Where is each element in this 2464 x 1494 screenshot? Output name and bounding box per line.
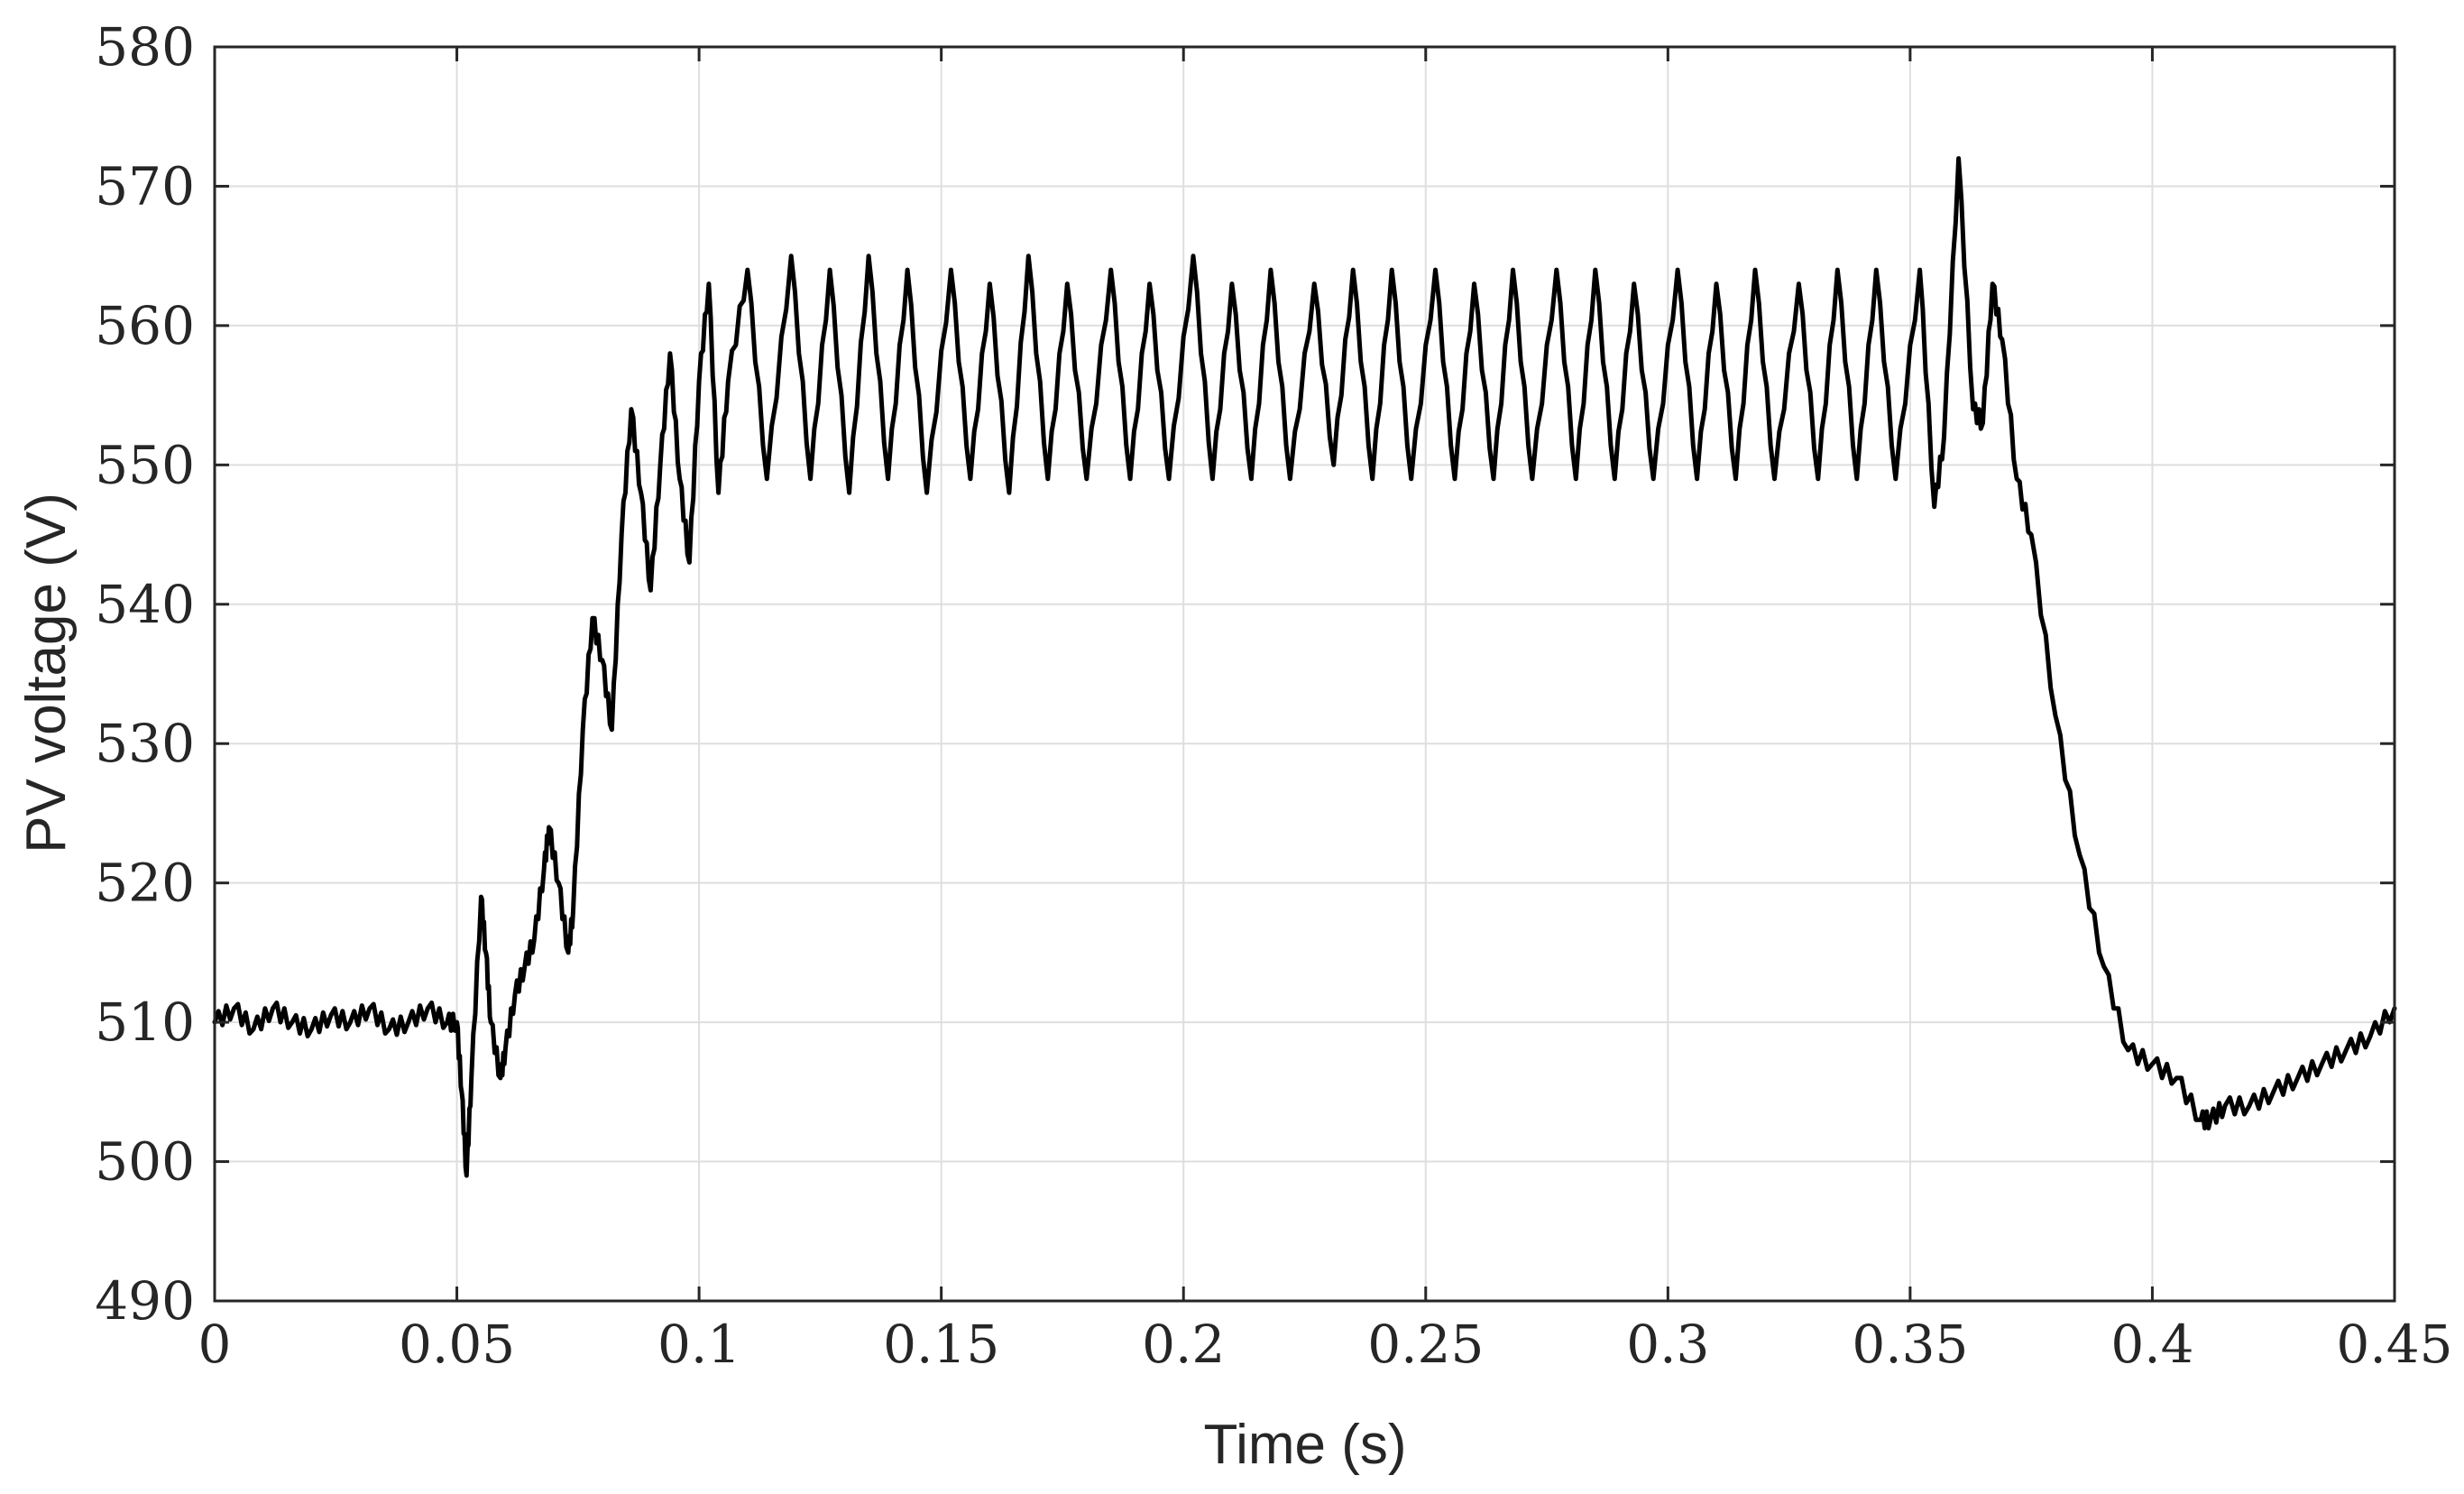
y-tick-label: 490 xyxy=(95,1270,195,1332)
x-axis-ticks: 0 0.05 0.1 0.15 0.2 0.25 0.3 0.35 0.4 0.45 xyxy=(198,47,2453,1375)
y-tick-label: 510 xyxy=(95,991,195,1053)
x-tick-label: 0.3 xyxy=(1626,1314,1709,1375)
y-tick-label: 520 xyxy=(95,853,195,914)
x-tick-label: 0.05 xyxy=(399,1314,515,1375)
axes xyxy=(213,45,2396,1303)
y-axis-label: PV voltage (V) xyxy=(15,493,78,853)
grid xyxy=(215,47,2395,1301)
y-tick-label: 550 xyxy=(95,434,195,495)
series-layer xyxy=(212,156,2397,1178)
y-tick-label: 540 xyxy=(95,574,195,635)
plot-frame xyxy=(213,45,2396,1303)
x-tick-label: 0.35 xyxy=(1852,1314,1968,1375)
pv-voltage-line xyxy=(212,156,2397,1178)
x-tick-label: 0.1 xyxy=(657,1314,740,1375)
x-tick-label: 0.15 xyxy=(883,1314,999,1375)
x-tick-label: 0.4 xyxy=(2110,1314,2193,1375)
y-axis-ticks: 490 500 510 520 530 540 550 560 570 580 xyxy=(95,16,2395,1332)
x-tick-label: 0 xyxy=(198,1314,232,1375)
y-tick-label: 530 xyxy=(95,713,195,774)
y-tick-label: 560 xyxy=(95,295,195,356)
y-tick-label: 570 xyxy=(95,155,195,217)
y-tick-label: 500 xyxy=(95,1131,195,1193)
x-tick-label: 0.25 xyxy=(1367,1314,1484,1375)
y-tick-label: 580 xyxy=(95,16,195,78)
x-tick-label: 0.2 xyxy=(1142,1314,1225,1375)
x-tick-label: 0.45 xyxy=(2336,1314,2452,1375)
x-axis-label: Time (s) xyxy=(1204,1414,1407,1476)
